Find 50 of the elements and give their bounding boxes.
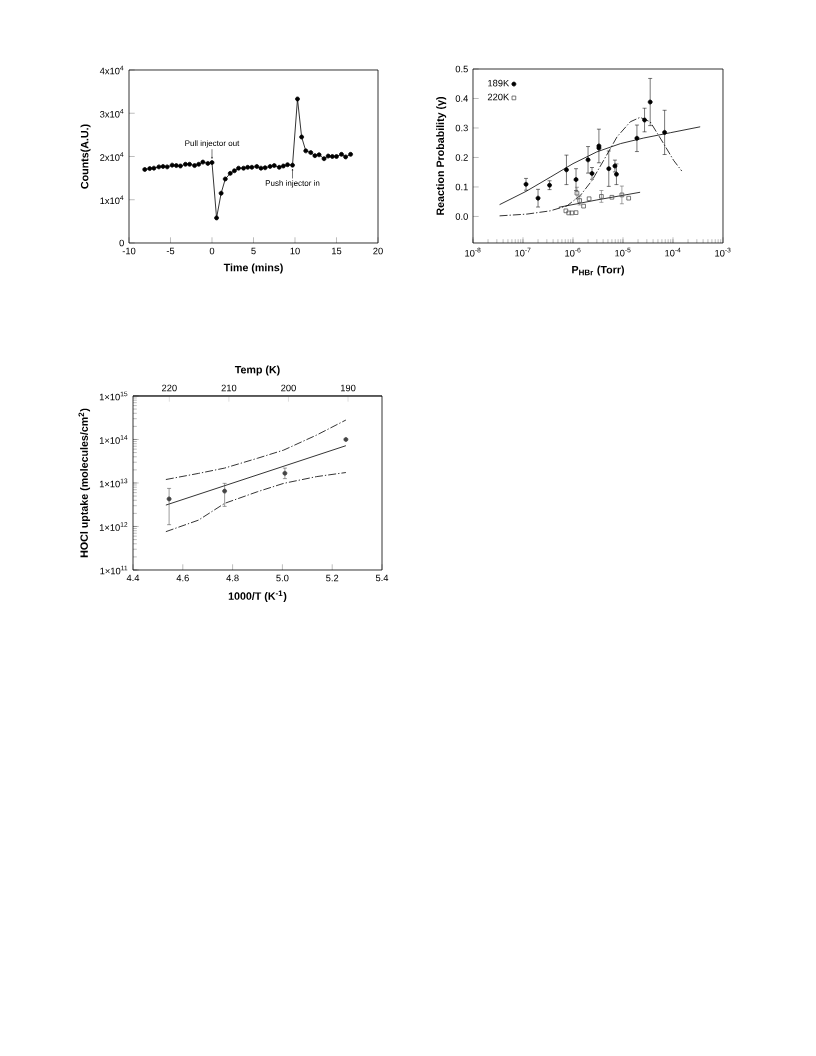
- x2-tick-label: 220: [162, 384, 177, 392]
- x-tick-label: 10$^{-3}$: [715, 247, 731, 257]
- y-tick-label: 1×10$^{14}$: [99, 435, 128, 444]
- y-axis-title: HOCl uptake (molecules/cm$^{2}$): [78, 408, 91, 558]
- y-axis-title: Counts(A.U.): [80, 124, 91, 189]
- y-tick-label: 4x10$^{4}$: [99, 65, 124, 75]
- y-tick-label: 0.5: [455, 65, 468, 73]
- y-tick-label: 1×10$^{13}$: [99, 478, 128, 488]
- x-tick-label: -10: [122, 247, 136, 255]
- x-tick-label: 10$^{-5}$: [615, 247, 631, 257]
- x-tick-label: 10$^{-6}$: [565, 247, 581, 257]
- legend-label: 220K: [487, 93, 510, 101]
- x2-tick-label: 210: [221, 384, 237, 392]
- x-tick-label: 0: [209, 247, 215, 255]
- y-tick-label: 1x10$^{4}$: [100, 195, 124, 205]
- x-tick-label: 10$^{-7}$: [515, 247, 531, 257]
- y-tick-label: 0: [119, 239, 124, 247]
- y-axis-title: Reaction Probability (γ): [436, 96, 447, 215]
- x-axis-title: Time (mins): [223, 263, 283, 274]
- x-tick-label: 20: [373, 247, 383, 255]
- x-tick-label: 4.4: [126, 574, 140, 582]
- x-axis-title: P$_{HBr}$ (Torr): [572, 265, 624, 276]
- x2-axis-title: Temp (K): [234, 365, 280, 376]
- y-tick-label: 0.2: [455, 154, 468, 161]
- y-tick-label: 1×10$^{11}$: [100, 565, 128, 575]
- y-tick-label: 0.4: [455, 95, 469, 102]
- x-tick-label: 5.4: [375, 574, 389, 582]
- x-tick-label: 5.0: [276, 574, 289, 582]
- y-tick-label: 0.0: [455, 213, 468, 220]
- x-tick-label: 5.2: [326, 574, 339, 582]
- x-tick-label: 5: [251, 247, 256, 255]
- x-tick-label: -5: [166, 247, 175, 255]
- x2-tick-label: 190: [340, 384, 356, 392]
- y-tick-label: 3x10$^{4}$: [100, 108, 124, 118]
- y-tick-label: 0.3: [455, 124, 468, 132]
- x-tick-label: 4.6: [176, 574, 189, 582]
- x-tick-label: 10$^{-4}$: [665, 247, 681, 257]
- x-tick-label: 15: [332, 247, 342, 255]
- y-tick-label: 0.1: [455, 183, 468, 191]
- annotation: Push injector in: [265, 180, 320, 188]
- legend-label: 189K: [488, 79, 510, 87]
- x2-tick-label: 200: [281, 384, 296, 392]
- x-tick-label: 10$^{-8}$: [465, 247, 481, 257]
- x-axis-title: 1000/T (K$^{-1}$): [228, 590, 287, 602]
- y-tick-label: 2x10$^{4}$: [100, 152, 124, 161]
- x-tick-label: 10: [290, 247, 300, 255]
- y-tick-label: 1×10$^{12}$: [99, 522, 128, 531]
- x-tick-label: 4.8: [226, 574, 239, 582]
- annotation: Pull injector out: [185, 140, 240, 148]
- y-tick-label: 1×10$^{15}$: [99, 391, 128, 401]
